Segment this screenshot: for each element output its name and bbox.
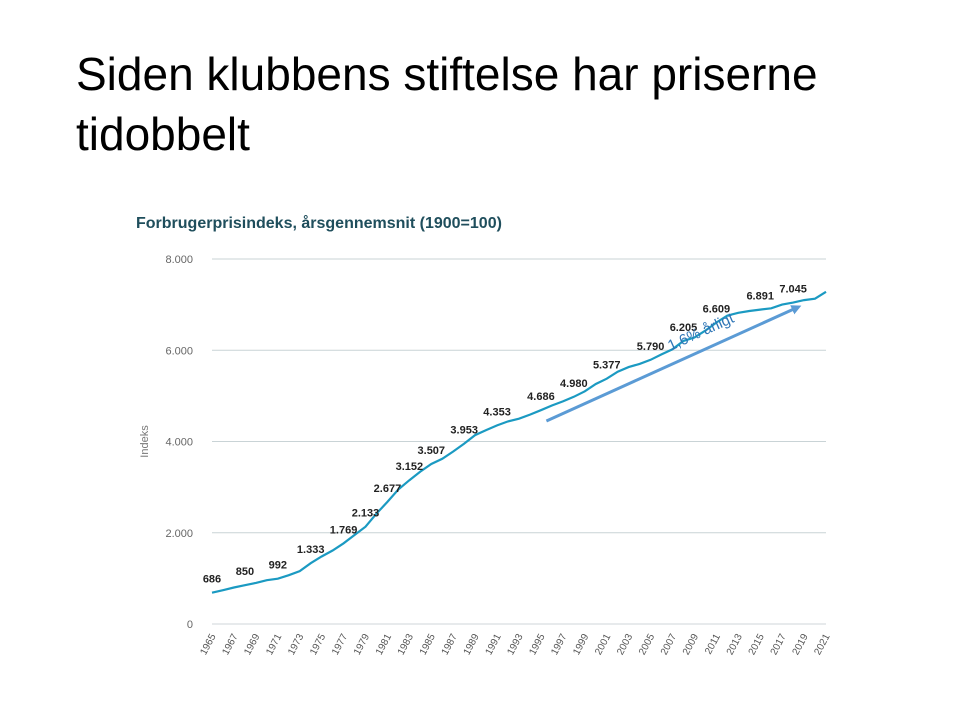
data-label: 2.133	[352, 508, 380, 520]
x-tick-label: 1981	[374, 632, 394, 657]
data-label: 2.677	[374, 483, 402, 495]
x-tick-label: 1995	[527, 632, 547, 657]
x-tick-label: 2017	[769, 632, 789, 657]
data-label: 6.609	[703, 303, 731, 315]
data-label: 4.980	[560, 378, 588, 390]
data-label: 1.333	[297, 544, 325, 556]
data-label: 3.152	[396, 461, 424, 473]
x-tick-label: 1979	[352, 632, 372, 657]
data-label: 5.790	[637, 341, 665, 353]
x-tick-label: 2015	[747, 632, 767, 657]
x-tick-label: 1997	[549, 632, 569, 657]
y-axis-ticks: 0 2.000 4.000 6.000 8.000	[165, 254, 193, 631]
data-label: 686	[203, 574, 221, 586]
x-tick-label: 1973	[286, 632, 306, 657]
x-tick-label: 1967	[220, 632, 240, 657]
data-label: 7.045	[779, 284, 807, 296]
data-label: 992	[269, 560, 287, 572]
grid-lines	[212, 258, 826, 625]
data-label: 3.953	[450, 425, 478, 437]
x-tick-label: 1983	[396, 632, 416, 657]
y-tick-label: 2.000	[165, 528, 193, 540]
x-tick-label: 1975	[308, 632, 328, 657]
chart-title: Forbrugerprisindeks, årsgennemsnit (1900…	[136, 215, 502, 232]
x-tick-label: 1969	[242, 632, 262, 657]
x-tick-label: 1991	[484, 632, 504, 657]
x-tick-label: 1999	[571, 632, 591, 657]
slide-title: Siden klubbens stiftelse har priserne ti…	[76, 48, 818, 160]
data-label: 4.686	[527, 391, 555, 403]
x-tick-label: 2001	[593, 632, 613, 657]
y-tick-label: 0	[187, 619, 193, 631]
x-tick-label: 2003	[615, 632, 635, 657]
x-tick-label: 1989	[462, 632, 482, 657]
x-tick-label: 2009	[681, 632, 701, 657]
data-label: 6.205	[670, 322, 698, 334]
y-axis-label: Indeks	[139, 425, 151, 458]
x-tick-label: 1977	[330, 632, 350, 657]
x-tick-label: 2005	[637, 632, 657, 657]
x-tick-label: 1993	[505, 632, 525, 657]
x-tick-label: 1971	[264, 632, 284, 657]
data-label: 3.507	[418, 445, 446, 457]
data-label: 6.891	[746, 291, 774, 303]
data-labels: 686 850 992 1.333 1.769 2.133 2.677 3.152 3.507 3…	[203, 284, 807, 586]
x-tick-label: 1965	[198, 632, 218, 657]
x-tick-label: 2013	[725, 632, 745, 657]
x-tick-label: 2007	[659, 632, 679, 657]
y-tick-label: 4.000	[165, 437, 193, 449]
series-line	[211, 290, 827, 594]
data-label: 1.769	[330, 524, 358, 536]
data-label: 5.377	[593, 360, 621, 372]
x-tick-label: 2019	[791, 632, 811, 657]
data-label: 850	[236, 566, 254, 578]
x-axis-ticks: 1965 1967 1969 1971 1973 1975 1977 1979 1981 1983…	[198, 632, 832, 657]
data-label: 4.353	[483, 406, 511, 418]
trend-arrow	[545, 305, 802, 423]
x-tick-label: 2021	[812, 632, 832, 657]
y-tick-label: 8.000	[165, 254, 193, 266]
x-tick-label: 1987	[440, 632, 460, 657]
x-tick-label: 1985	[418, 632, 438, 657]
x-tick-label: 2011	[703, 632, 723, 657]
y-tick-label: 6.000	[165, 345, 193, 357]
